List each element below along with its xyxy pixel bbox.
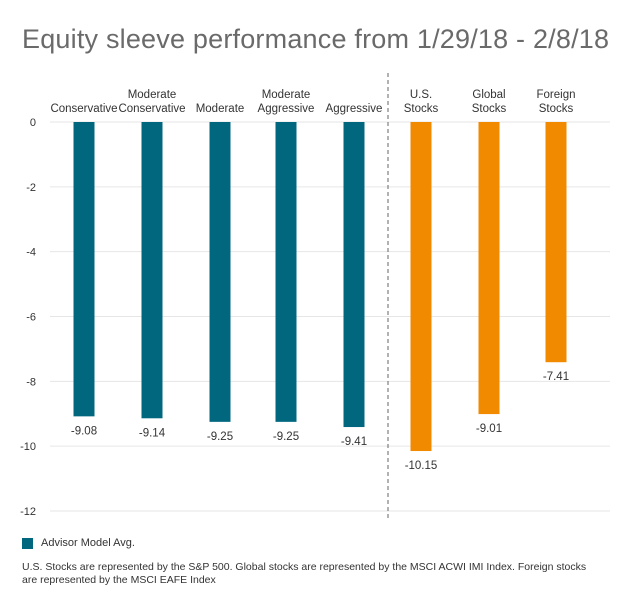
bar xyxy=(275,122,297,422)
legend: Advisor Model Avg. xyxy=(22,537,135,549)
bar xyxy=(141,122,163,419)
bar xyxy=(343,122,365,428)
y-tick-label: -4 xyxy=(26,247,36,259)
category-label: Moderate xyxy=(128,89,177,101)
category-label: Stocks xyxy=(404,103,439,115)
footnote: U.S. Stocks are represented by the S&P 5… xyxy=(22,561,587,586)
value-label: -7.41 xyxy=(543,371,569,383)
category-label: Global xyxy=(472,89,505,101)
value-label: -9.25 xyxy=(207,431,233,443)
value-label: -9.41 xyxy=(341,436,367,448)
value-label: -10.15 xyxy=(405,460,438,472)
bar xyxy=(545,122,567,363)
bar xyxy=(478,122,500,415)
y-tick-label: -12 xyxy=(20,506,36,518)
bar xyxy=(209,122,231,422)
legend-label-advisor-model: Advisor Model Avg. xyxy=(41,537,135,549)
y-tick-label: -2 xyxy=(26,182,36,194)
category-label: Moderate xyxy=(262,89,311,101)
y-tick-label: 0 xyxy=(30,117,36,129)
bar xyxy=(73,122,95,417)
category-label: U.S. xyxy=(410,89,432,101)
legend-swatch-advisor-model xyxy=(22,537,33,549)
category-label: Stocks xyxy=(539,103,574,115)
category-label: Foreign xyxy=(537,89,576,101)
y-tick-label: -8 xyxy=(26,376,36,388)
value-label: -9.08 xyxy=(71,425,97,437)
category-label: Aggressive xyxy=(258,103,315,115)
y-tick-label: -6 xyxy=(26,312,36,324)
chart-title: Equity sleeve performance from 1/29/18 -… xyxy=(22,24,610,54)
category-label: Aggressive xyxy=(326,103,383,115)
category-label: Stocks xyxy=(472,103,507,115)
value-label: -9.25 xyxy=(273,431,299,443)
bar xyxy=(410,122,432,452)
y-tick-label: -10 xyxy=(20,441,36,453)
category-label: Conservative xyxy=(118,103,185,115)
value-label: -9.14 xyxy=(139,427,166,439)
category-label: Moderate xyxy=(196,103,245,115)
category-label: Conservative xyxy=(50,103,117,115)
value-label: -9.01 xyxy=(476,423,502,435)
